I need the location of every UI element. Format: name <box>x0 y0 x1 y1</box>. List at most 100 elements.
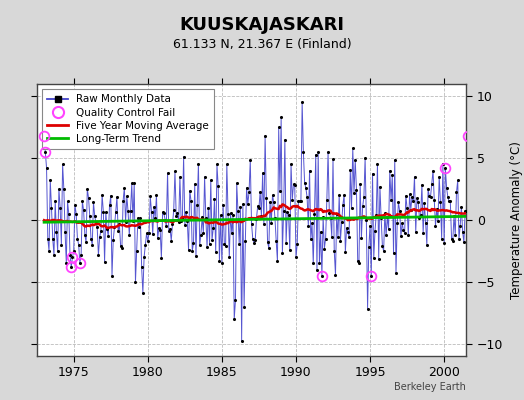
Point <box>77 252 85 258</box>
Point <box>75 260 84 266</box>
Point <box>172 212 180 219</box>
Point <box>410 174 419 180</box>
Point <box>195 242 204 249</box>
Point <box>61 229 69 236</box>
Point <box>74 242 83 248</box>
Point <box>132 279 140 285</box>
Point <box>320 246 329 252</box>
Point <box>378 243 387 249</box>
Point <box>466 208 474 215</box>
Point <box>83 186 92 192</box>
Point <box>240 303 248 310</box>
Point <box>193 202 201 208</box>
Point <box>276 188 284 194</box>
Point <box>93 224 101 230</box>
Point <box>345 234 353 240</box>
Point <box>379 248 388 254</box>
Point <box>217 260 226 266</box>
Point <box>344 229 352 235</box>
Point <box>419 230 428 236</box>
Point <box>369 255 378 262</box>
Point <box>305 167 314 174</box>
Point <box>88 242 96 248</box>
Point <box>407 206 415 213</box>
Point <box>314 149 322 155</box>
Point <box>406 191 414 198</box>
Point <box>294 198 303 204</box>
Point <box>236 204 245 210</box>
Point <box>125 232 134 238</box>
Point <box>388 172 397 178</box>
Point <box>202 215 210 222</box>
Point <box>205 240 214 247</box>
Point <box>319 214 328 220</box>
Point <box>178 215 187 222</box>
Point <box>224 211 232 217</box>
Point <box>367 272 376 279</box>
Point <box>119 198 127 204</box>
Point <box>239 201 247 208</box>
Point <box>126 208 135 215</box>
Point <box>415 215 423 221</box>
Point <box>465 226 473 233</box>
Point <box>115 221 124 228</box>
Point <box>92 220 100 226</box>
Point <box>275 124 283 130</box>
Text: KUUSKAJASKARI: KUUSKAJASKARI <box>180 16 344 34</box>
Point <box>212 248 220 255</box>
Point <box>468 250 477 257</box>
Point <box>50 252 58 258</box>
Point <box>268 192 277 198</box>
Point <box>326 214 335 221</box>
Point <box>141 242 149 248</box>
Point <box>41 149 49 155</box>
Point <box>362 217 370 224</box>
Point <box>43 235 52 242</box>
Point <box>365 244 373 250</box>
Point <box>252 215 260 222</box>
Point <box>67 264 75 270</box>
Point <box>357 235 366 242</box>
Point <box>390 156 399 163</box>
Point <box>393 220 401 226</box>
Point <box>154 235 162 241</box>
Point <box>329 156 337 162</box>
Point <box>342 225 351 231</box>
Point <box>358 203 367 210</box>
Point <box>264 238 272 245</box>
Point <box>185 188 194 194</box>
Point <box>170 206 178 213</box>
Point <box>237 338 246 344</box>
Point <box>94 252 103 258</box>
Point <box>458 229 467 235</box>
Point <box>45 248 53 254</box>
Point <box>70 248 78 254</box>
Point <box>216 212 225 218</box>
Point <box>166 226 174 232</box>
Point <box>247 220 256 227</box>
Point <box>399 227 408 234</box>
Point <box>234 208 242 214</box>
Point <box>421 220 430 226</box>
Point <box>58 161 67 168</box>
Point <box>191 181 199 187</box>
Point <box>278 250 287 256</box>
Point <box>271 215 279 222</box>
Point <box>414 199 422 205</box>
Point <box>194 160 203 167</box>
Point <box>150 204 158 210</box>
Point <box>352 187 361 193</box>
Point <box>351 157 359 163</box>
Point <box>68 254 77 260</box>
Point <box>372 212 380 218</box>
Point <box>324 149 332 155</box>
Point <box>302 185 310 191</box>
Point <box>101 259 109 265</box>
Point <box>441 165 450 171</box>
Point <box>82 239 90 246</box>
Text: Berkeley Earth: Berkeley Earth <box>395 382 466 392</box>
Point <box>368 170 377 177</box>
Point <box>102 209 110 216</box>
Point <box>359 194 368 200</box>
Point <box>303 194 311 200</box>
